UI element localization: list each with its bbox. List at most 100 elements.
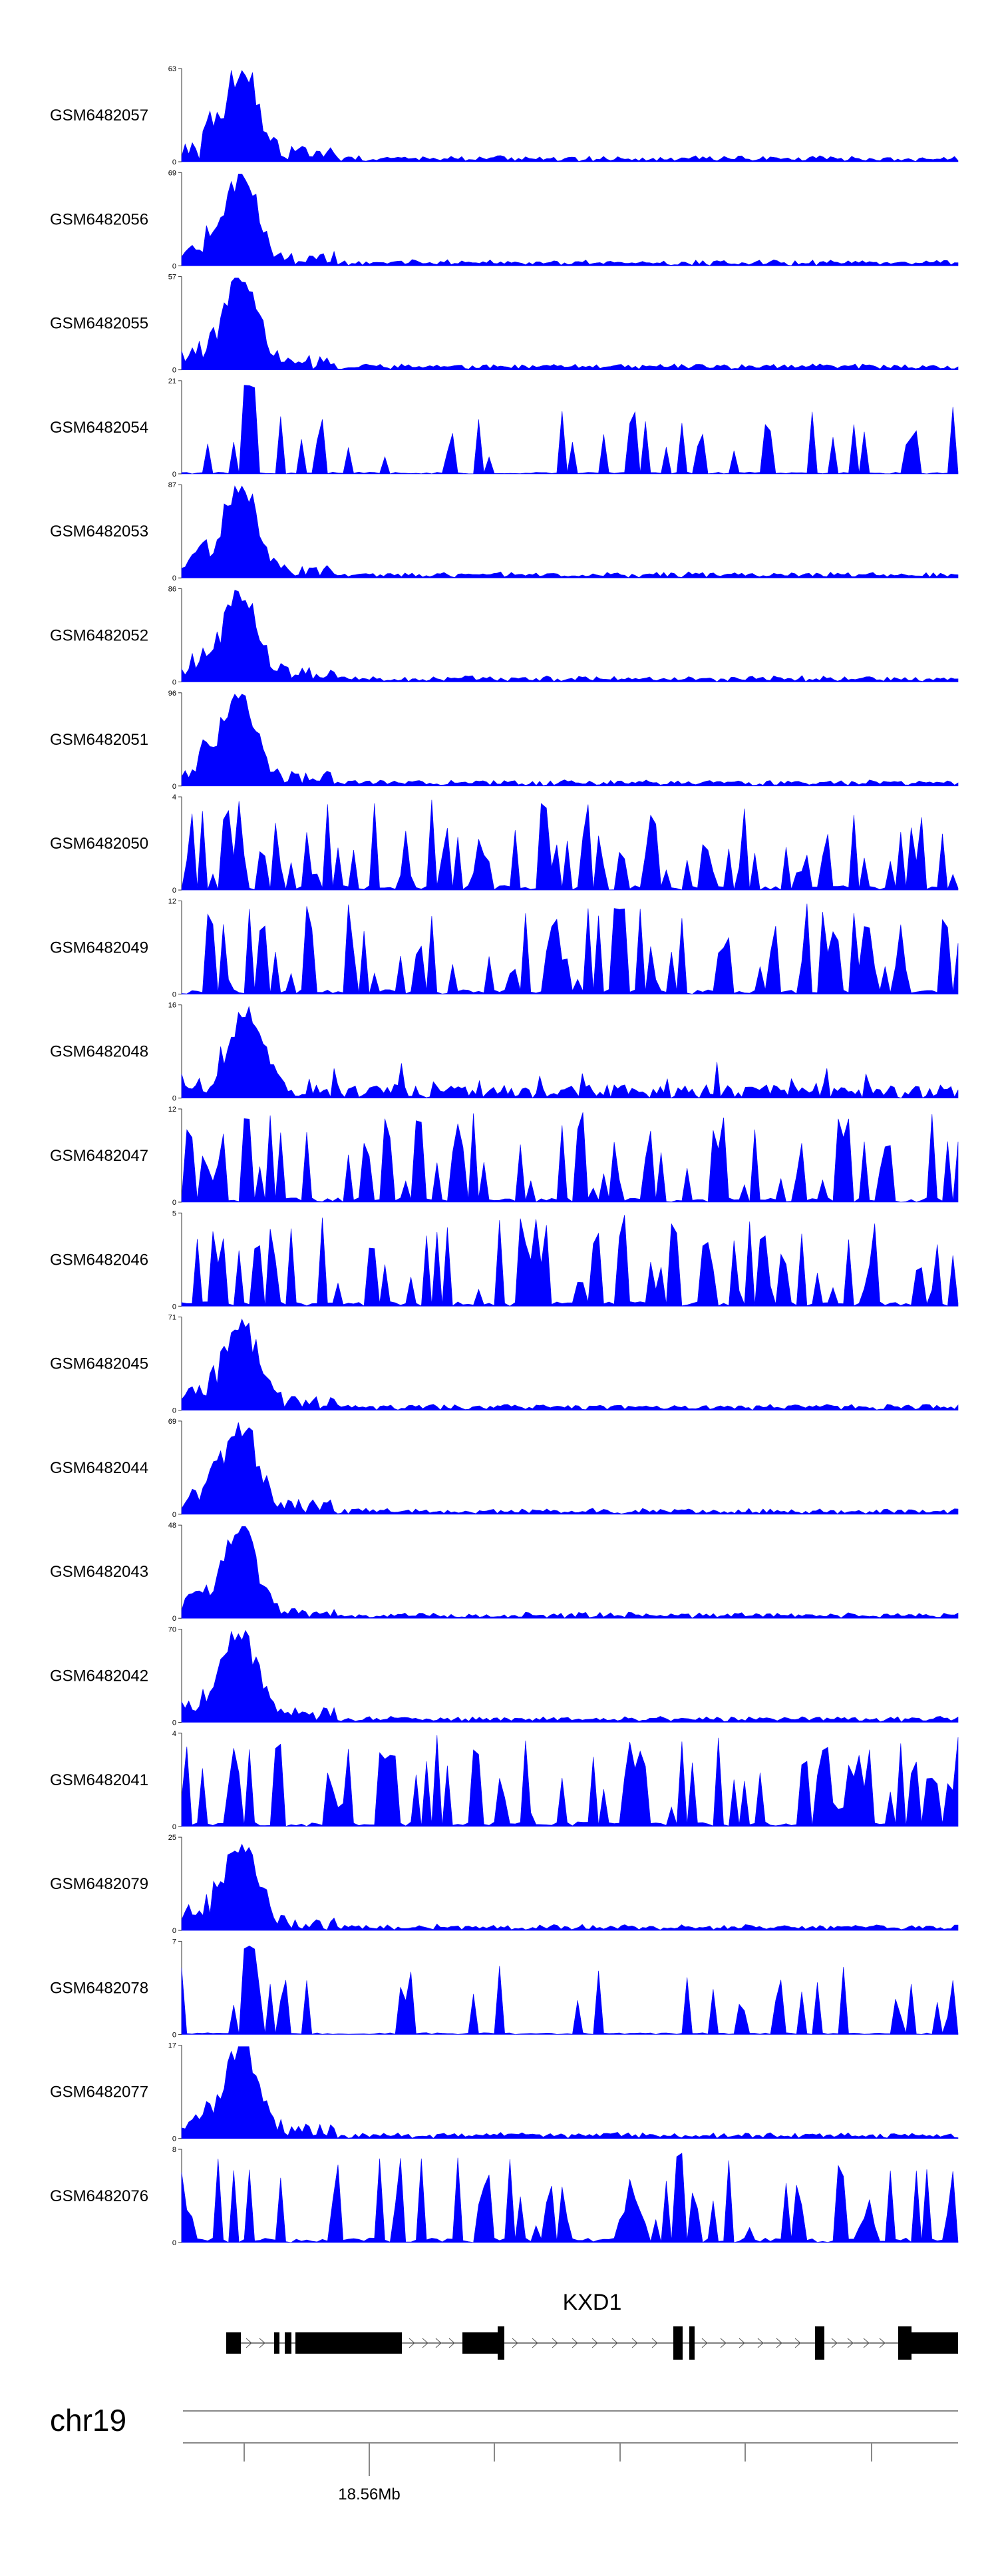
coverage-area	[181, 1843, 959, 1931]
intron-chevron	[572, 2338, 578, 2348]
track-label: GSM6482045	[50, 1355, 148, 1373]
track-ymax-label: 48	[168, 1522, 176, 1530]
track-ymax-label: 71	[168, 1314, 176, 1322]
track-ymin-label: 0	[172, 679, 176, 687]
intron-chevron	[435, 2338, 442, 2348]
track-label: GSM6482048	[50, 1043, 148, 1061]
track-label: GSM6482079	[50, 1875, 148, 1893]
coverage-area	[181, 278, 959, 370]
track-label: GSM6482076	[50, 2187, 148, 2205]
intron-chevron	[863, 2338, 870, 2348]
track-ymax-label: 69	[168, 1418, 176, 1426]
coverage-area	[181, 1422, 959, 1515]
track-GSM6482050: GSM6482050 4 0	[50, 793, 959, 895]
track-GSM6482053: GSM6482053 87 0	[50, 481, 959, 582]
intron-chevron	[246, 2338, 252, 2348]
track-GSM6482043: GSM6482043 48 0	[50, 1522, 959, 1623]
track-label: GSM6482054	[50, 419, 148, 437]
axis-tick-label: 18.56Mb	[338, 2485, 400, 2503]
track-ymin-label: 0	[172, 1303, 176, 1311]
track-ymax-label: 7	[172, 1938, 176, 1946]
track-ymin-label: 0	[172, 1719, 176, 1727]
exon-block	[912, 2332, 958, 2354]
coverage-area	[181, 2046, 959, 2139]
track-ymax-label: 16	[168, 1002, 176, 1010]
track-label: GSM6482051	[50, 731, 148, 749]
intron-chevron	[776, 2338, 782, 2348]
track-label: GSM6482050	[50, 835, 148, 853]
coverage-area	[181, 903, 959, 994]
intron-chevron	[831, 2338, 838, 2348]
track-ymin-label: 0	[172, 887, 176, 895]
coverage-area	[181, 2153, 959, 2243]
track-ymax-label: 96	[168, 690, 176, 698]
track-label: GSM6482052	[50, 627, 148, 645]
track-ymin-label: 0	[172, 471, 176, 479]
track-ymax-label: 12	[168, 897, 176, 905]
exon-block	[498, 2326, 504, 2360]
track-ymin-label: 0	[172, 1823, 176, 1831]
coverage-area	[181, 1629, 959, 1723]
intron-chevron	[552, 2338, 558, 2348]
track-ymax-label: 4	[172, 793, 176, 801]
chromosome-label: chr19	[50, 2403, 126, 2438]
intron-chevron	[794, 2338, 801, 2348]
intron-chevron	[720, 2338, 727, 2348]
track-GSM6482056: GSM6482056 69 0	[50, 169, 959, 270]
track-ymax-label: 63	[168, 65, 176, 73]
coverage-area	[181, 173, 959, 266]
track-label: GSM6482057	[50, 107, 148, 124]
track-ymax-label: 86	[168, 586, 176, 594]
exon-block	[462, 2332, 502, 2354]
track-label: GSM6482042	[50, 1667, 148, 1685]
track-GSM6482041: GSM6482041 4 0	[50, 1730, 959, 1831]
track-ymin-label: 0	[172, 2135, 176, 2143]
coverage-area	[181, 1946, 959, 2035]
track-label: GSM6482055	[50, 315, 148, 333]
coverage-area	[181, 1526, 959, 1619]
coverage-area	[181, 1215, 959, 1307]
intron-chevron	[739, 2338, 745, 2348]
intron-chevron	[422, 2338, 428, 2348]
intron-chevron	[701, 2338, 708, 2348]
track-ymax-label: 5	[172, 1209, 176, 1217]
intron-chevron	[757, 2338, 764, 2348]
track-label: GSM6482044	[50, 1459, 148, 1477]
track-ymax-label: 4	[172, 1730, 176, 1738]
track-ymin-label: 0	[172, 1199, 176, 1207]
track-GSM6482078: GSM6482078 7 0	[50, 1938, 959, 2039]
track-ymax-label: 25	[168, 1834, 176, 1842]
track-GSM6482042: GSM6482042 70 0	[50, 1626, 959, 1727]
intron-chevron	[611, 2338, 618, 2348]
track-ymin-label: 0	[172, 1511, 176, 1519]
track-ymin-label: 0	[172, 783, 176, 791]
coverage-area	[181, 1318, 959, 1410]
track-ymax-label: 87	[168, 481, 176, 489]
exon-block	[274, 2332, 279, 2354]
track-label: GSM6482046	[50, 1251, 148, 1269]
track-ymin-label: 0	[172, 2031, 176, 2039]
track-ymin-label: 0	[172, 2239, 176, 2247]
coverage-area	[181, 485, 959, 578]
exon-block	[295, 2332, 402, 2354]
exon-block	[226, 2332, 241, 2354]
track-label: GSM6482043	[50, 1563, 148, 1581]
track-label: GSM6482049	[50, 939, 148, 957]
track-GSM6482076: GSM6482076 8 0	[50, 2146, 959, 2247]
track-ymin-label: 0	[172, 1095, 176, 1103]
coverage-area	[181, 694, 959, 787]
exon-block	[285, 2332, 291, 2354]
track-GSM6482054: GSM6482054 21 0	[50, 377, 959, 479]
intron-chevron	[448, 2338, 455, 2348]
track-GSM6482079: GSM6482079 25 0	[50, 1834, 959, 1935]
intron-chevron	[409, 2338, 415, 2348]
exon-block	[673, 2326, 683, 2360]
track-label: GSM6482041	[50, 1771, 148, 1789]
gene-model: KXD1	[226, 2290, 958, 2360]
track-GSM6482055: GSM6482055 57 0	[50, 274, 959, 375]
track-label: GSM6482078	[50, 1979, 148, 1997]
track-GSM6482046: GSM6482046 5 0	[50, 1209, 959, 1311]
coverage-area	[181, 70, 959, 162]
genome-axis: chr19 18.56Mb	[50, 2403, 958, 2503]
